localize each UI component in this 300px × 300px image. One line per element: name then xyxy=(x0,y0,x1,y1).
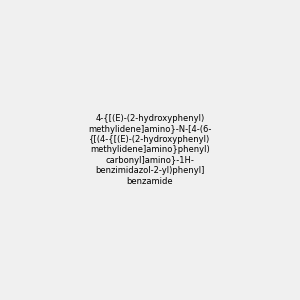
Text: 4-{[(E)-(2-hydroxyphenyl)
methylidene]amino}-N-[4-(6-
{[(4-{[(E)-(2-hydroxypheny: 4-{[(E)-(2-hydroxyphenyl) methylidene]am… xyxy=(88,114,212,186)
